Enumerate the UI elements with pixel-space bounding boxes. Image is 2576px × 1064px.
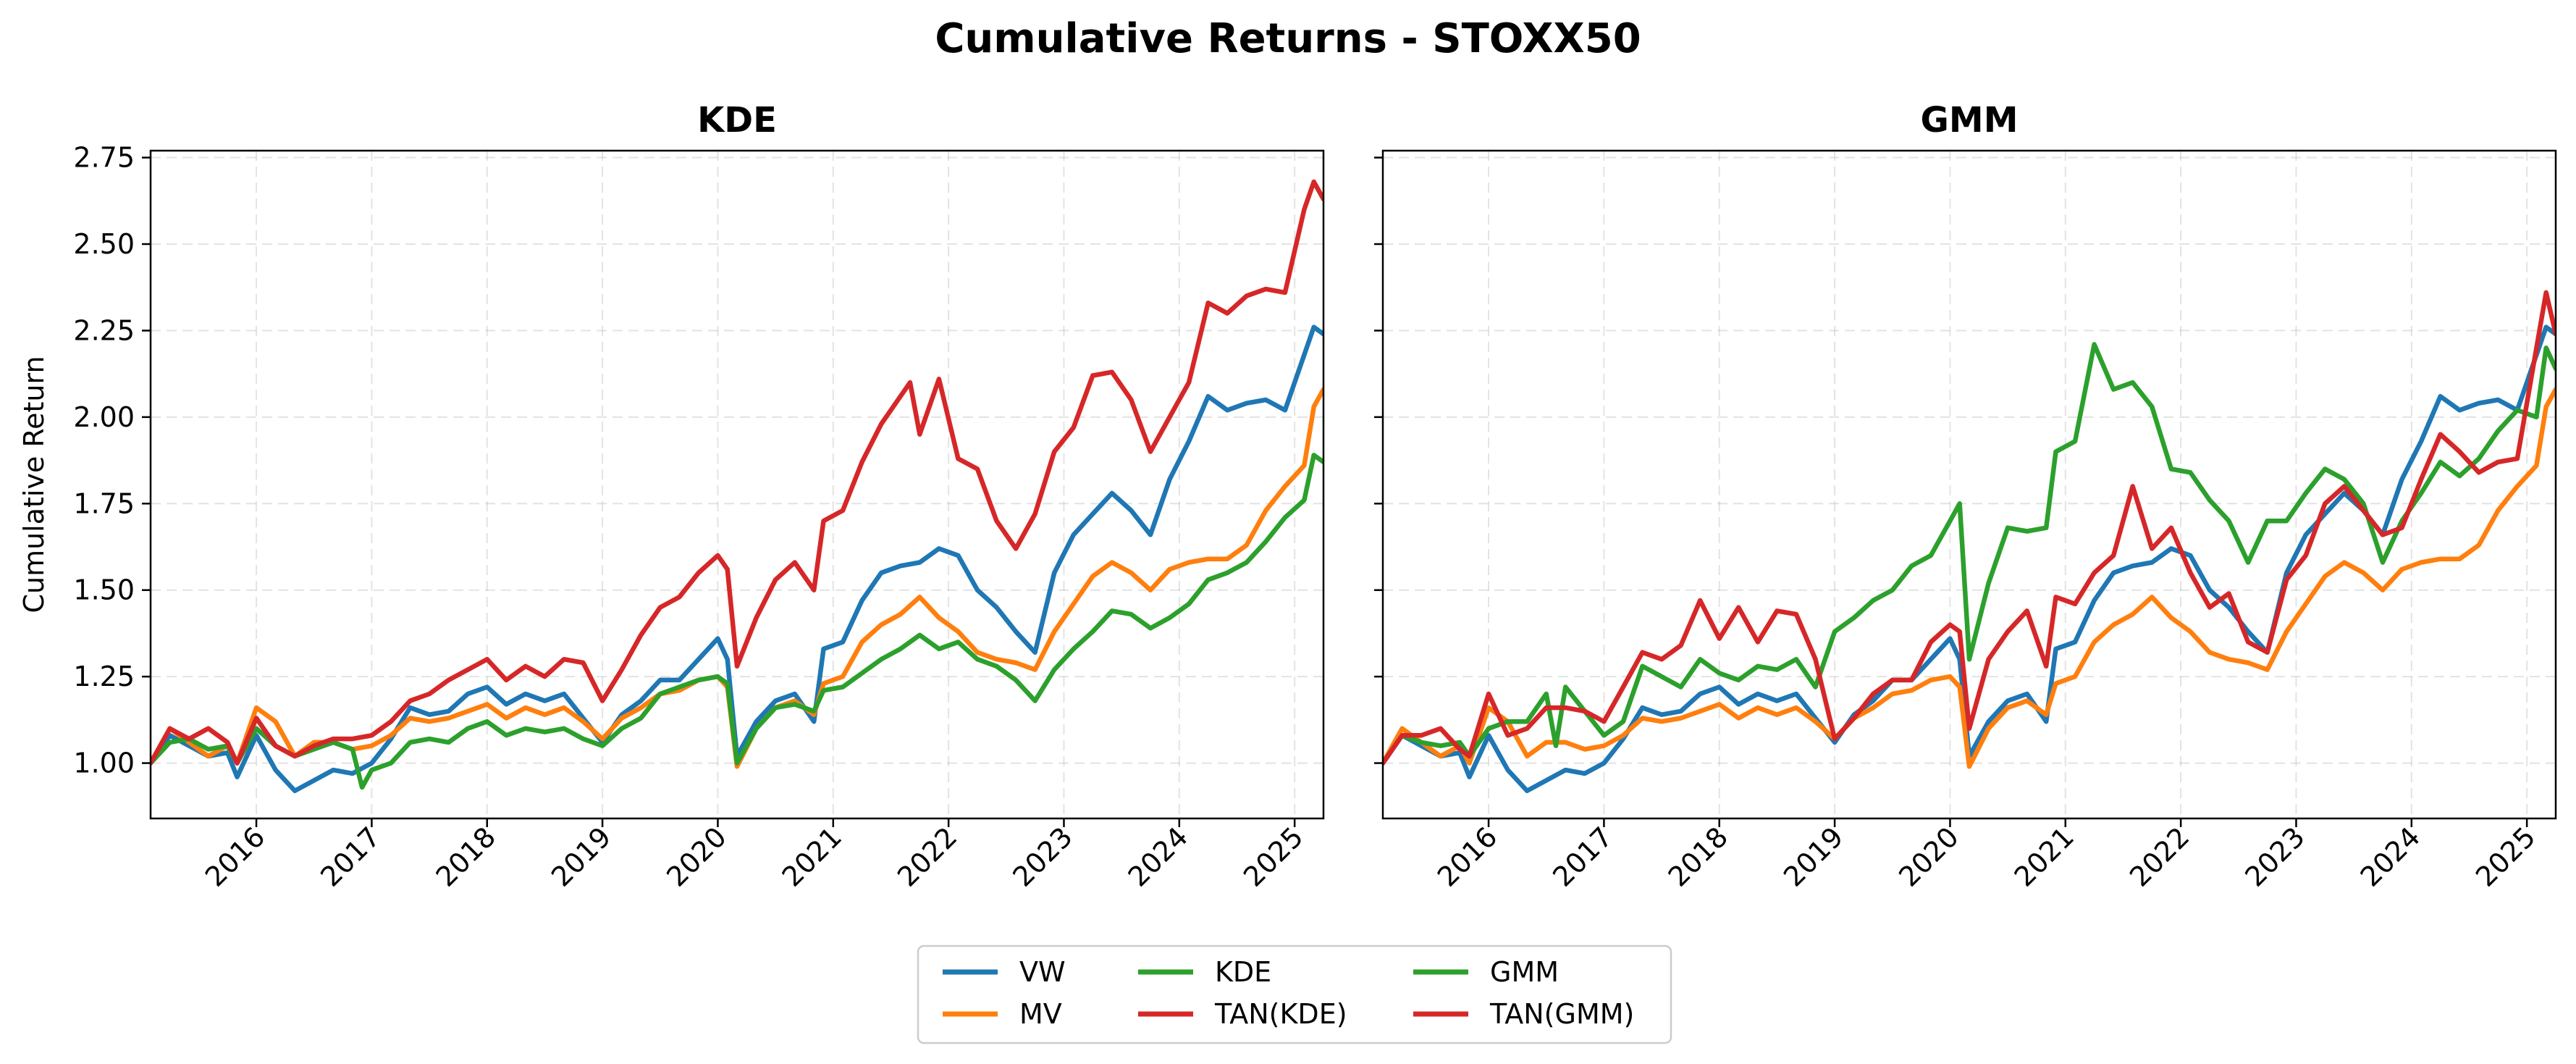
- series-line-tankde: [151, 179, 1323, 766]
- legend-label: KDE: [1215, 956, 1271, 988]
- axes-frame: [149, 149, 1325, 820]
- y-tick-label: 2.50: [73, 228, 135, 260]
- y-axis-label: Cumulative Return: [18, 356, 50, 613]
- y-tick-label: 1.75: [73, 487, 135, 519]
- y-tick-label: 1.00: [73, 747, 135, 779]
- legend-entry: KDE: [1138, 956, 1271, 988]
- legend: VW MV KDE TAN(KDE) GMM TAN(GMM): [917, 944, 1672, 1044]
- panel-title: KDE: [697, 100, 777, 141]
- panel-title: GMM: [1921, 100, 2019, 141]
- legend-label: GMM: [1490, 956, 1559, 988]
- legend-label: TAN(GMM): [1489, 998, 1634, 1030]
- y-tick-label: 2.00: [73, 401, 135, 433]
- legend-entry: GMM: [1413, 956, 1559, 988]
- series-line-mv: [1383, 387, 2556, 769]
- y-tick-label: 2.75: [73, 142, 135, 174]
- axes-frame: [1381, 149, 2557, 820]
- y-tick-label: 2.25: [73, 314, 135, 346]
- y-tick-label: 1.25: [73, 661, 135, 692]
- legend-label: VW: [1019, 956, 1066, 988]
- legend-label: TAN(KDE): [1214, 998, 1347, 1030]
- legend-label: MV: [1019, 998, 1062, 1030]
- legend-box: [917, 944, 1672, 1044]
- legend-entry: VW: [943, 956, 1066, 988]
- legend-entry: MV: [943, 998, 1062, 1030]
- series-line-kde: [151, 453, 1323, 790]
- panel-kde: 2016 2017 2018 2019 2020 2021 2022 2023 2024 2025…: [18, 100, 1325, 893]
- legend-entry: TAN(GMM): [1413, 998, 1634, 1030]
- figure-title: Cumulative Returns - STOXX50: [935, 15, 1641, 62]
- series-line-tangmm: [1383, 290, 2556, 766]
- legend-entry: TAN(KDE): [1138, 998, 1347, 1030]
- y-tick-label: 1.50: [73, 574, 135, 606]
